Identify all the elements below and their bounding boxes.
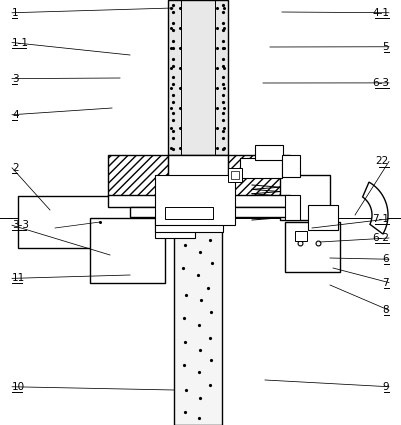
Bar bbox=[240, 158, 282, 178]
Bar bbox=[282, 155, 300, 177]
Bar bbox=[174, 220, 222, 425]
Text: 6: 6 bbox=[382, 254, 389, 264]
Text: 1-1: 1-1 bbox=[12, 37, 29, 48]
Polygon shape bbox=[363, 182, 388, 234]
Text: 5: 5 bbox=[382, 42, 389, 52]
Bar bbox=[108, 155, 290, 200]
Text: 11: 11 bbox=[12, 273, 25, 283]
Text: 7-1: 7-1 bbox=[372, 214, 389, 224]
Bar bbox=[295, 231, 307, 241]
Text: 4-1: 4-1 bbox=[372, 8, 389, 18]
Bar bbox=[155, 217, 223, 232]
Text: 2: 2 bbox=[12, 163, 19, 173]
Text: 4: 4 bbox=[12, 110, 19, 120]
Text: 1: 1 bbox=[12, 8, 19, 18]
Bar bbox=[228, 168, 242, 182]
Bar bbox=[231, 171, 239, 179]
Bar bbox=[90, 218, 165, 283]
Bar bbox=[130, 207, 290, 217]
Text: 3: 3 bbox=[12, 74, 19, 84]
Bar bbox=[285, 222, 340, 272]
Bar bbox=[255, 145, 283, 160]
Text: 6-2: 6-2 bbox=[372, 233, 389, 243]
Text: 9: 9 bbox=[382, 382, 389, 392]
Bar bbox=[108, 195, 290, 207]
Bar bbox=[168, 155, 228, 200]
Bar bbox=[168, 0, 228, 175]
Bar bbox=[18, 196, 158, 248]
Text: 7: 7 bbox=[382, 278, 389, 288]
Bar bbox=[155, 175, 235, 225]
Text: 6-3: 6-3 bbox=[372, 78, 389, 88]
Text: 22: 22 bbox=[376, 156, 389, 167]
Bar bbox=[285, 195, 300, 220]
Text: 8: 8 bbox=[382, 305, 389, 315]
Bar bbox=[165, 207, 213, 219]
Text: 10: 10 bbox=[12, 382, 25, 392]
Bar bbox=[155, 218, 195, 238]
Bar bbox=[308, 205, 338, 230]
Bar bbox=[280, 175, 330, 220]
Text: 3-3: 3-3 bbox=[12, 220, 29, 230]
